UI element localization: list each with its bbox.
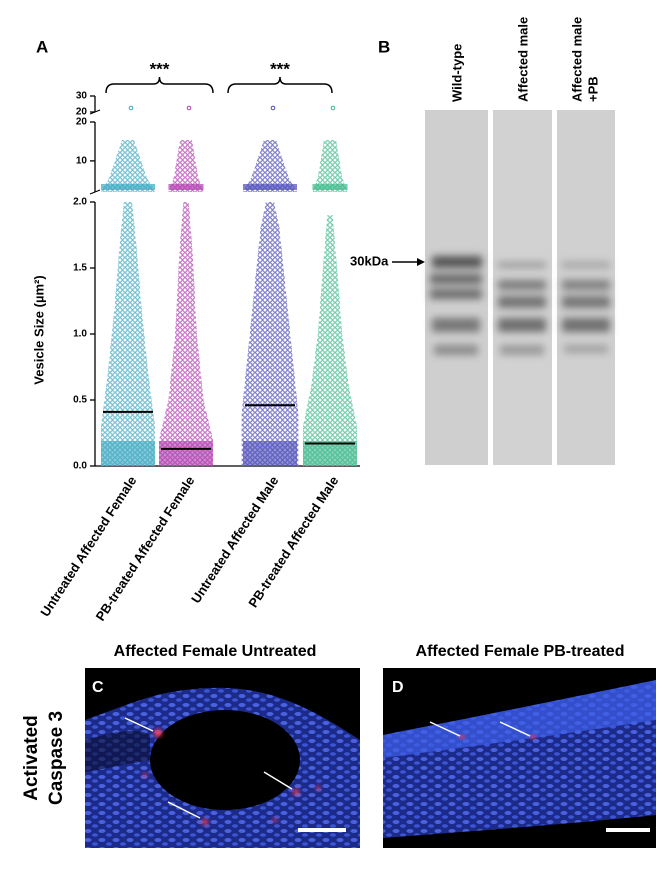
y-tick-label: 0.5 (73, 395, 87, 406)
dot (186, 105, 192, 111)
significance-label: *** (150, 59, 170, 78)
y-tick-label: 1.0 (73, 329, 87, 340)
dot-swarm (159, 202, 213, 466)
dot-swarm-upper (101, 140, 155, 192)
dot (270, 105, 276, 111)
dot-swarm-upper (312, 140, 348, 192)
x-tick-label: PB-treated Affected Female (93, 473, 198, 623)
micrograph-c (85, 668, 360, 848)
lane-label: +PB (585, 76, 600, 102)
row-label: Activated (21, 715, 42, 801)
panel-label: A (36, 37, 48, 56)
dot-swarm-dense (101, 441, 155, 466)
panel-title: Affected Female Untreated (114, 643, 317, 660)
dot (128, 105, 134, 111)
lane-label: Wild-type (449, 44, 464, 102)
y-tick-label: 0.0 (73, 461, 87, 472)
lane-label: Affected male (515, 17, 530, 102)
axis-break (89, 189, 101, 195)
blot-image (425, 110, 615, 465)
dot-swarm (101, 202, 155, 466)
y-tick-label: 1.5 (73, 263, 87, 274)
dot-swarm-dense (243, 441, 297, 466)
axis-break (89, 109, 101, 115)
significance-label: *** (270, 59, 290, 78)
micrograph-d (383, 668, 656, 848)
marker-arrow (392, 258, 425, 266)
dot-swarm-dense (101, 184, 155, 190)
panel-label: B (378, 37, 390, 56)
dot-swarm-upper (243, 140, 297, 192)
dot-swarm-dense (168, 184, 204, 190)
dot-swarm-dense (243, 184, 297, 190)
dot-swarm-upper (168, 140, 204, 192)
y-tick-label: 20 (76, 117, 88, 128)
panel-label: D (392, 679, 404, 696)
row-label: Caspase 3 (46, 711, 67, 805)
dot-swarm-dense (303, 441, 357, 466)
marker-label: 30kDa (350, 253, 389, 268)
y-tick-label: 2.0 (73, 197, 87, 208)
panel-title: Affected Female PB-treated (416, 643, 625, 660)
lane-label: Affected male (569, 17, 584, 102)
x-tick-label: Untreated Affected Female (37, 473, 139, 619)
y-tick-label: 10 (76, 156, 88, 167)
dot-swarm-dense (159, 441, 213, 466)
dot-swarm (241, 202, 299, 466)
y-axis-label: Vesicle Size (µm²) (31, 275, 46, 384)
dot-swarm-dense (312, 184, 348, 190)
panel-label: C (92, 679, 104, 696)
significance-bracket (227, 76, 333, 94)
dot-swarm (303, 215, 357, 466)
significance-bracket (105, 76, 214, 94)
y-tick-label: 20 (76, 107, 88, 118)
dot (330, 105, 336, 111)
y-tick-label: 30 (76, 91, 88, 102)
